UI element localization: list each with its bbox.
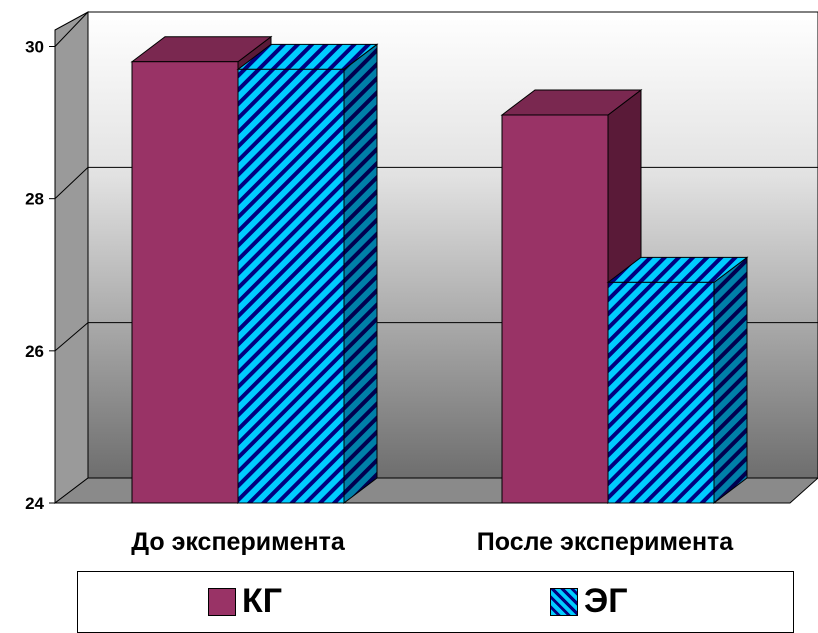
legend-label-kg: КГ [242, 582, 283, 620]
legend-label-eg: ЭГ [584, 582, 628, 620]
bar-chart: 24 26 28 30 До эксперимента После экспериме… [25, 11, 818, 556]
legend-swatch-eg [550, 587, 578, 616]
y-tick-label: 26 [25, 342, 44, 361]
y-axis: 24 26 28 30 [25, 38, 56, 513]
bar [236, 43, 379, 505]
side-wall [54, 11, 89, 505]
gridline-side [54, 322, 89, 352]
y-tick-label: 28 [25, 190, 44, 209]
x-tick-label: До эксперимента [131, 528, 346, 556]
bar [606, 256, 749, 505]
bar-front [607, 281, 715, 504]
bar-front [131, 61, 239, 504]
bar-side [713, 256, 748, 505]
legend-item-eg: ЭГ [550, 582, 627, 621]
y-tick-label: 30 [25, 38, 44, 57]
y-tick-label: 24 [25, 494, 44, 513]
gridline-side [54, 11, 89, 47]
legend-swatch-kg [208, 587, 236, 616]
bar-front [237, 68, 345, 504]
gridline-side [54, 166, 89, 200]
legend-item-kg: КГ [208, 582, 282, 621]
bar-side [343, 43, 378, 505]
legend: КГ ЭГ [77, 571, 794, 633]
x-axis: До эксперимента После эксперимента [55, 502, 790, 556]
x-tick-label: После эксперимента [477, 528, 734, 556]
bar [500, 88, 643, 505]
bar-front [501, 114, 609, 504]
